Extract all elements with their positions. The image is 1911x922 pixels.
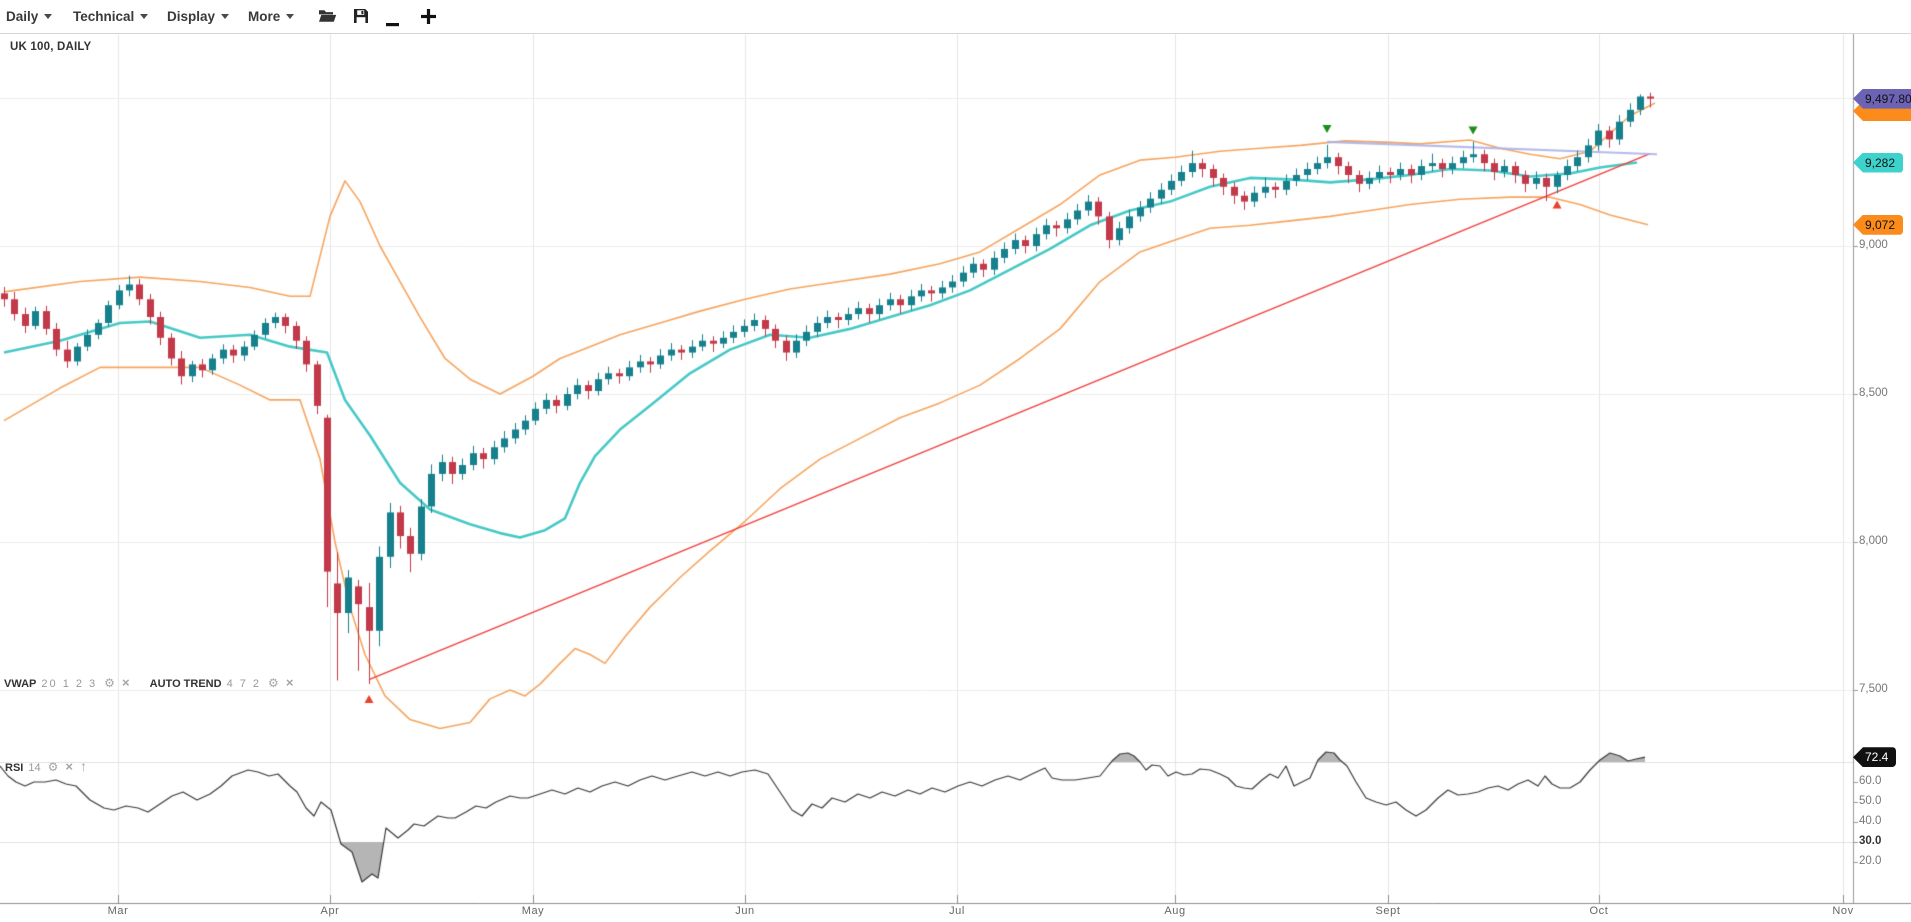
price-axis-label: 7,500: [1859, 683, 1888, 695]
month-axis-label: Oct: [1589, 905, 1609, 917]
zoom-out-icon[interactable]: [386, 14, 399, 32]
rsi-move-up-icon[interactable]: ↑: [79, 758, 87, 774]
price-axis-label: 8,000: [1859, 535, 1888, 547]
rsi-axis-label: 50.0: [1859, 795, 1882, 807]
instrument-title: UK 100, DAILY: [10, 41, 92, 53]
month-axis-label: Jul: [949, 905, 965, 917]
menu-timeframe[interactable]: Daily: [6, 0, 53, 33]
menu-display[interactable]: Display: [167, 0, 230, 33]
month-axis-label: Mar: [107, 905, 129, 917]
last-price-badge: 9,497.80: [1853, 88, 1911, 109]
vwap-settings-gear-icon[interactable]: ⚙: [104, 676, 115, 690]
rsi-indicator-label: RSI: [5, 762, 24, 774]
menu-technical[interactable]: Technical: [73, 0, 149, 33]
rsi-settings-gear-icon[interactable]: ⚙: [47, 760, 59, 774]
price-axis-label: 9,000: [1859, 239, 1888, 251]
chevron-down-icon: [286, 14, 295, 19]
chevron-down-icon: [44, 14, 53, 19]
month-axis-label: Apr: [320, 905, 340, 917]
month-axis-label: Jun: [735, 905, 755, 917]
price-axis-label: 8,500: [1859, 387, 1888, 399]
zoom-in-icon[interactable]: [421, 9, 436, 29]
vwap-indicator-label: VWAP: [4, 678, 37, 690]
month-axis-label: Sept: [1375, 905, 1401, 917]
autotrend-settings-gear-icon[interactable]: ⚙: [268, 676, 279, 690]
chevron-down-icon: [221, 14, 230, 19]
vwap-remove-icon[interactable]: ×: [121, 675, 130, 690]
rsi-remove-icon[interactable]: ×: [65, 759, 73, 774]
save-icon[interactable]: [353, 8, 369, 29]
month-axis-label: Aug: [1164, 905, 1186, 917]
autotrend-remove-icon[interactable]: ×: [285, 675, 294, 690]
autotrend-indicator-label: AUTO TREND: [149, 678, 222, 690]
indicator-legend-row: VWAP 20 1 2 3 ⚙ × AUTO TREND 4 7 2 ⚙ ×: [4, 675, 294, 690]
month-axis-label: Nov: [1832, 905, 1854, 917]
open-folder-icon[interactable]: [318, 8, 337, 29]
rsi-legend-row: RSI 14 ⚙ × ↑: [5, 758, 87, 774]
rsi-axis-label: 30.0: [1859, 835, 1882, 847]
menu-more[interactable]: More: [248, 0, 295, 33]
chart-toolbar: Daily Technical Display More: [0, 0, 1911, 34]
vwap-value-badge: 9,282: [1853, 152, 1904, 173]
rsi-axis-label: 20.0: [1859, 855, 1882, 867]
rsi-value-badge: 72.4: [1853, 747, 1897, 768]
rsi-axis-label: 40.0: [1859, 815, 1882, 827]
lower-band-badge: 9,072: [1853, 214, 1904, 235]
chevron-down-icon: [140, 14, 149, 19]
rsi-axis-label: 60.0: [1859, 775, 1882, 787]
month-axis-label: May: [521, 905, 545, 917]
